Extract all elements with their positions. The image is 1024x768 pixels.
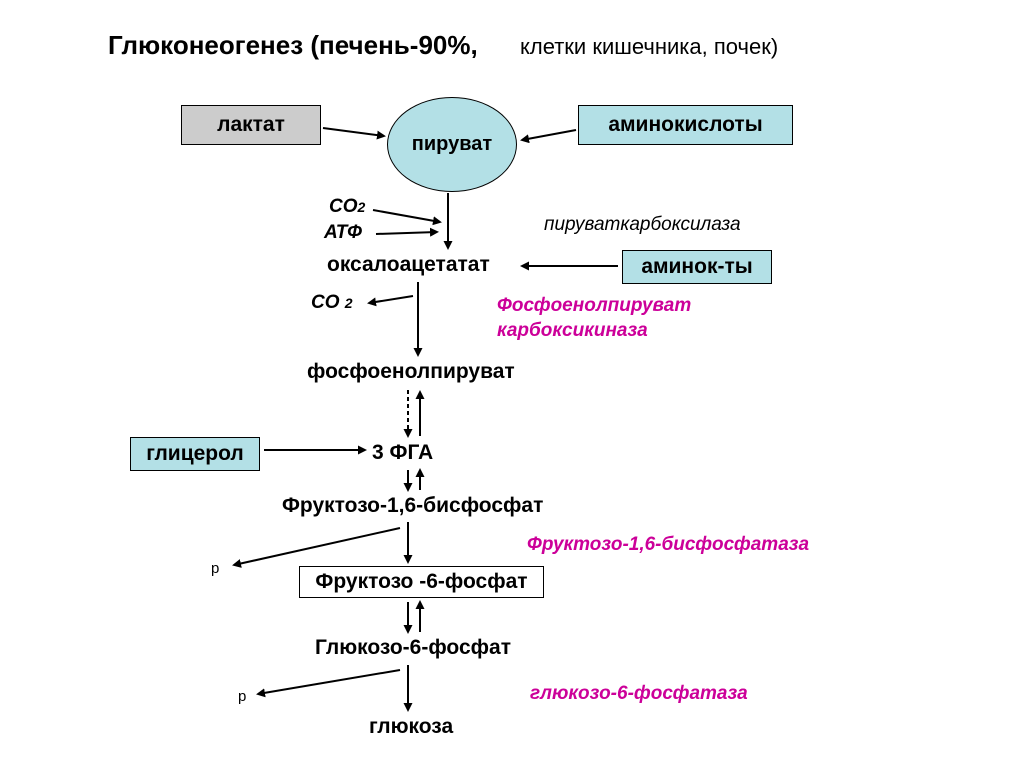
- label-g6pase: глюкозо-6-фосфатаза: [530, 683, 748, 705]
- node-pyruvate: пируват: [387, 97, 517, 192]
- label-co2-1: CO2: [329, 196, 365, 218]
- label-f16bpase: Фруктозо-1,6-бисфосфатаза: [527, 534, 809, 556]
- label-pep-carboxykinase-1: Фосфоенолпируват: [497, 295, 691, 317]
- node-glucose: глюкоза: [369, 715, 453, 739]
- node-aminok: аминок-ты: [622, 250, 772, 284]
- pyruvate-label: пируват: [412, 133, 492, 156]
- node-f6p: Фруктозо -6-фосфат: [299, 566, 544, 598]
- node-fga: 3 ФГА: [372, 441, 433, 465]
- label-pep-carboxykinase-2: карбоксикиназа: [497, 320, 648, 342]
- label-pyruvate-carboxylase: пируваткарбоксилаза: [544, 214, 741, 236]
- title-main: Глюконеогенез (печень-90%,: [108, 30, 478, 61]
- label-p1: р: [211, 560, 219, 577]
- node-lactate: лактат: [181, 105, 321, 145]
- node-f16bp: Фруктозо-1,6-бисфосфат: [282, 494, 543, 518]
- label-co2-2: CO 2: [311, 292, 353, 314]
- label-p2: р: [238, 688, 246, 705]
- arrows-layer: [0, 0, 1024, 768]
- label-atp: АТФ: [324, 222, 362, 244]
- node-pep: фосфоенолпируват: [307, 360, 515, 384]
- node-g6p: Глюкозо-6-фосфат: [315, 636, 511, 660]
- node-aminoacids: аминокислоты: [578, 105, 793, 145]
- node-glycerol: глицерол: [130, 437, 260, 471]
- title-sub: клетки кишечника, почек): [520, 34, 778, 60]
- node-oxaloacetate: оксалоацетатат: [327, 253, 490, 277]
